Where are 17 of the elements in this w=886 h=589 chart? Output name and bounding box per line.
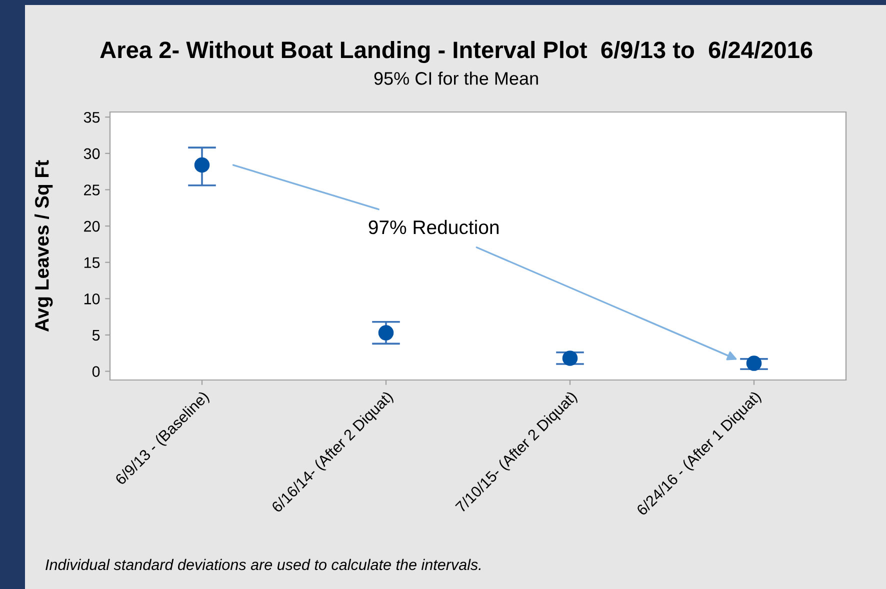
annotation: 97% Reduction [368, 220, 499, 234]
y-tick-label: 10 [84, 294, 100, 304]
y-tick-label: 30 [84, 148, 100, 160]
chart-title: Area 2- Without Boat Landing - Interval Plot 6/9/13 to 6/24/2016 [100, 40, 812, 64]
chart-subtitle: 95% CI for the Mean [374, 72, 538, 85]
point [746, 356, 762, 371]
y-tick-label: 15 [84, 257, 100, 268]
y-tick-label: 35 [84, 112, 100, 123]
y-tick-label: 20 [84, 220, 100, 232]
point [562, 350, 578, 366]
point [378, 325, 394, 340]
y-tick-label: 5 [92, 330, 100, 341]
y-tick-label: 0 [92, 366, 100, 377]
y-axis-title: Avg Leaves / Sq Ft [34, 160, 53, 332]
text: Individual standard deviations are used to calculate the intervals. [46, 558, 481, 570]
y-tick-label: 25 [84, 184, 100, 196]
point [194, 157, 210, 173]
